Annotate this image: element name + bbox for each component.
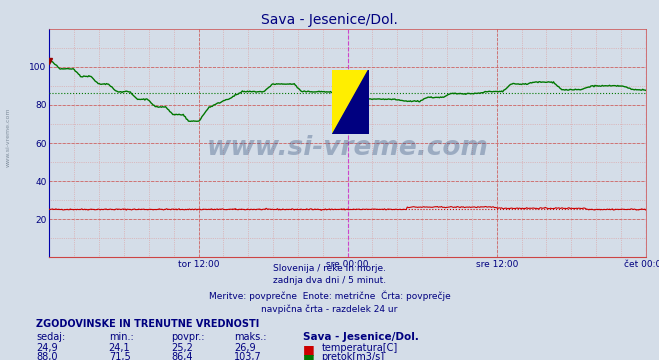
Text: maks.:: maks.:: [234, 332, 266, 342]
Text: www.si-vreme.com: www.si-vreme.com: [207, 135, 488, 161]
Text: min.:: min.:: [109, 332, 134, 342]
Polygon shape: [333, 69, 369, 134]
Text: sedaj:: sedaj:: [36, 332, 65, 342]
Text: temperatura[C]: temperatura[C]: [322, 343, 398, 353]
Polygon shape: [333, 69, 369, 134]
Polygon shape: [333, 69, 369, 134]
Text: ■: ■: [303, 343, 315, 356]
Text: 86,4: 86,4: [171, 352, 193, 360]
Text: Slovenija / reke in morje.
zadnja dva dni / 5 minut.
Meritve: povprečne  Enote: : Slovenija / reke in morje. zadnja dva dn…: [209, 264, 450, 314]
Text: Sava - Jesenice/Dol.: Sava - Jesenice/Dol.: [261, 13, 398, 27]
Text: pretok[m3/s]: pretok[m3/s]: [322, 352, 385, 360]
Text: 25,2: 25,2: [171, 343, 193, 353]
Text: ■: ■: [303, 352, 315, 360]
Text: 88,0: 88,0: [36, 352, 58, 360]
Text: 24,1: 24,1: [109, 343, 130, 353]
Text: povpr.:: povpr.:: [171, 332, 205, 342]
Text: www.si-vreme.com: www.si-vreme.com: [6, 107, 11, 167]
Text: 26,9: 26,9: [234, 343, 256, 353]
Text: 103,7: 103,7: [234, 352, 262, 360]
Text: 71,5: 71,5: [109, 352, 130, 360]
Text: ZGODOVINSKE IN TRENUTNE VREDNOSTI: ZGODOVINSKE IN TRENUTNE VREDNOSTI: [36, 319, 260, 329]
Text: 24,9: 24,9: [36, 343, 58, 353]
Text: Sava - Jesenice/Dol.: Sava - Jesenice/Dol.: [303, 332, 419, 342]
